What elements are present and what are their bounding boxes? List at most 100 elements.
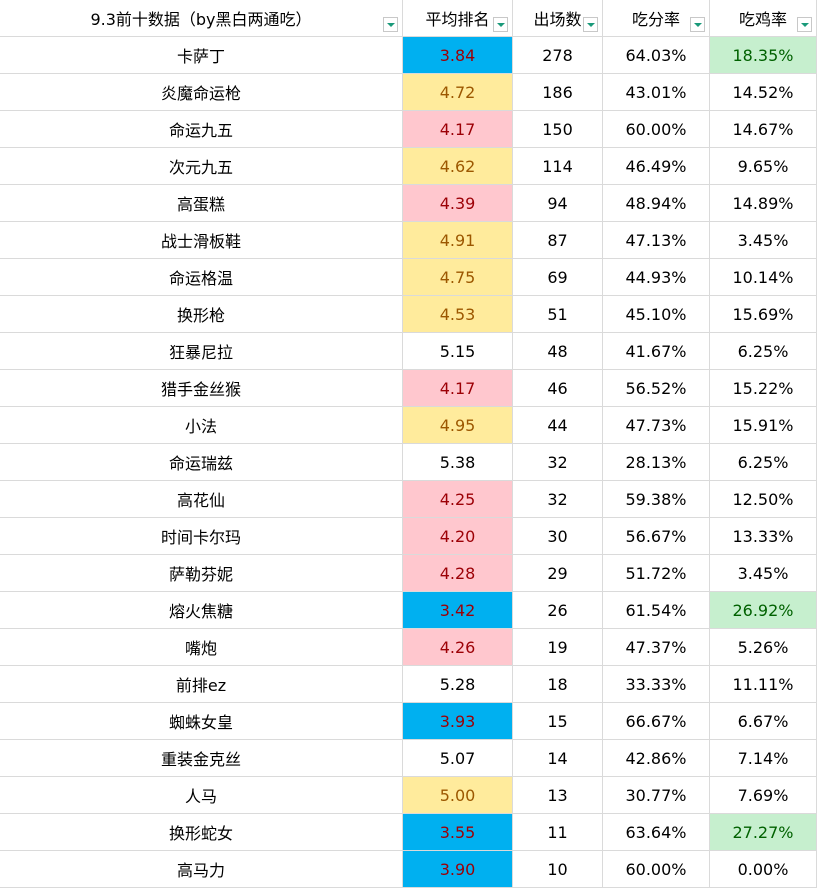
table-cell: 114 xyxy=(513,148,603,185)
table-cell: 5.00 xyxy=(403,777,513,814)
table-cell: 27.27% xyxy=(710,814,817,851)
table-cell: 32 xyxy=(513,444,603,481)
table-cell: 0.00% xyxy=(710,851,817,888)
table-cell: 5.38 xyxy=(403,444,513,481)
table-cell: 64.03% xyxy=(603,37,710,74)
header-cell: 出场数 xyxy=(513,0,603,37)
table-cell: 换形蛇女 xyxy=(0,814,403,851)
table-cell: 4.17 xyxy=(403,111,513,148)
table-cell: 15.22% xyxy=(710,370,817,407)
table-cell: 41.67% xyxy=(603,333,710,370)
table-cell: 高马力 xyxy=(0,851,403,888)
table-cell: 4.75 xyxy=(403,259,513,296)
table-cell: 6.25% xyxy=(710,444,817,481)
table-cell: 萨勒芬妮 xyxy=(0,555,403,592)
table-cell: 32 xyxy=(513,481,603,518)
filter-button[interactable] xyxy=(383,17,398,32)
table-cell: 4.28 xyxy=(403,555,513,592)
table-cell: 5.26% xyxy=(710,629,817,666)
table-cell: 命运九五 xyxy=(0,111,403,148)
filter-button[interactable] xyxy=(583,17,598,32)
table-cell: 4.91 xyxy=(403,222,513,259)
table-cell: 4.72 xyxy=(403,74,513,111)
filter-button[interactable] xyxy=(690,17,705,32)
table-cell: 7.14% xyxy=(710,740,817,777)
table-cell: 18.35% xyxy=(710,37,817,74)
table-cell: 51 xyxy=(513,296,603,333)
table-cell: 次元九五 xyxy=(0,148,403,185)
header-cell: 9.3前十数据（by黑白两通吃） xyxy=(0,0,403,37)
table-cell: 嘴炮 xyxy=(0,629,403,666)
table-cell: 3.45% xyxy=(710,222,817,259)
table-cell: 14 xyxy=(513,740,603,777)
table-cell: 66.67% xyxy=(603,703,710,740)
table-cell: 3.90 xyxy=(403,851,513,888)
table-cell: 4.95 xyxy=(403,407,513,444)
table-cell: 11.11% xyxy=(710,666,817,703)
table-cell: 猎手金丝猴 xyxy=(0,370,403,407)
table-cell: 12.50% xyxy=(710,481,817,518)
table-cell: 13 xyxy=(513,777,603,814)
table-cell: 7.69% xyxy=(710,777,817,814)
filter-button[interactable] xyxy=(797,17,812,32)
table-cell: 小法 xyxy=(0,407,403,444)
table-cell: 11 xyxy=(513,814,603,851)
table-cell: 熔火焦糖 xyxy=(0,592,403,629)
table-cell: 44 xyxy=(513,407,603,444)
table-cell: 5.28 xyxy=(403,666,513,703)
table-cell: 19 xyxy=(513,629,603,666)
table-cell: 33.33% xyxy=(603,666,710,703)
table-cell: 5.15 xyxy=(403,333,513,370)
table-cell: 战士滑板鞋 xyxy=(0,222,403,259)
table-cell: 18 xyxy=(513,666,603,703)
table-cell: 28.13% xyxy=(603,444,710,481)
table-cell: 56.52% xyxy=(603,370,710,407)
table-cell: 卡萨丁 xyxy=(0,37,403,74)
table-cell: 150 xyxy=(513,111,603,148)
table-cell: 46.49% xyxy=(603,148,710,185)
table-cell: 蜘蛛女皇 xyxy=(0,703,403,740)
table-cell: 15.69% xyxy=(710,296,817,333)
table-cell: 60.00% xyxy=(603,111,710,148)
table-cell: 高蛋糕 xyxy=(0,185,403,222)
table-cell: 3.84 xyxy=(403,37,513,74)
table-cell: 命运格温 xyxy=(0,259,403,296)
table-cell: 15 xyxy=(513,703,603,740)
table-cell: 4.17 xyxy=(403,370,513,407)
table-cell: 26 xyxy=(513,592,603,629)
table-cell: 59.38% xyxy=(603,481,710,518)
table-cell: 94 xyxy=(513,185,603,222)
table-cell: 42.86% xyxy=(603,740,710,777)
header-cell: 吃鸡率 xyxy=(710,0,817,37)
table-cell: 87 xyxy=(513,222,603,259)
table-cell: 45.10% xyxy=(603,296,710,333)
table-cell: 3.55 xyxy=(403,814,513,851)
table-cell: 56.67% xyxy=(603,518,710,555)
table-cell: 10 xyxy=(513,851,603,888)
table-cell: 命运瑞兹 xyxy=(0,444,403,481)
table-cell: 14.67% xyxy=(710,111,817,148)
table-cell: 3.42 xyxy=(403,592,513,629)
table-cell: 4.26 xyxy=(403,629,513,666)
table-cell: 63.64% xyxy=(603,814,710,851)
table-cell: 换形枪 xyxy=(0,296,403,333)
table-cell: 30 xyxy=(513,518,603,555)
table-cell: 51.72% xyxy=(603,555,710,592)
table-cell: 4.62 xyxy=(403,148,513,185)
table-cell: 48 xyxy=(513,333,603,370)
table-cell: 44.93% xyxy=(603,259,710,296)
header-cell: 平均排名 xyxy=(403,0,513,37)
table-cell: 炎魔命运枪 xyxy=(0,74,403,111)
table-cell: 3.93 xyxy=(403,703,513,740)
filter-button[interactable] xyxy=(493,17,508,32)
table-cell: 6.67% xyxy=(710,703,817,740)
table-cell: 6.25% xyxy=(710,333,817,370)
table-cell: 重装金克丝 xyxy=(0,740,403,777)
table-cell: 43.01% xyxy=(603,74,710,111)
table-cell: 4.53 xyxy=(403,296,513,333)
table-cell: 狂暴尼拉 xyxy=(0,333,403,370)
table-cell: 26.92% xyxy=(710,592,817,629)
header-cell: 吃分率 xyxy=(603,0,710,37)
table-cell: 14.89% xyxy=(710,185,817,222)
